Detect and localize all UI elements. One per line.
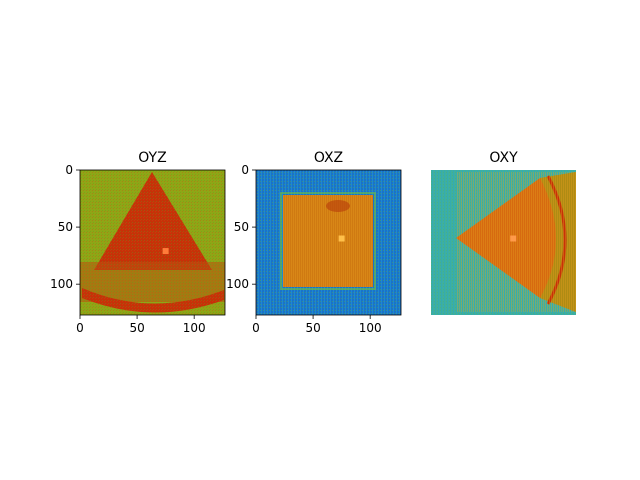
x-tick-label: 0: [252, 321, 260, 335]
x-tick-label: 50: [305, 321, 320, 335]
panel-title-oxy: OXY: [489, 150, 518, 166]
panel-title-oxz: OXZ: [314, 150, 343, 166]
heatmap-oyz: [80, 170, 225, 315]
panel-oyz: OYZ 0 50 100 0 50 100: [50, 150, 226, 335]
y-tick-label: 0: [65, 163, 73, 177]
heatmap-marker: [162, 248, 169, 255]
heatmap-cone-texture: [456, 172, 576, 312]
axis-ticks-oyz: 0 50 100 0 50 100: [50, 163, 206, 335]
heatmap-marker: [510, 235, 517, 242]
heatmap-square-edge: [280, 192, 376, 290]
y-tick-label: 50: [58, 220, 73, 234]
x-tick-label: 100: [183, 321, 206, 335]
y-tick-label: 100: [50, 277, 73, 291]
heatmap-marker: [338, 235, 345, 242]
axes-frame: [255, 169, 402, 316]
panel-oxz: OXZ 0 50 100 0 50 100: [226, 150, 402, 335]
heatmap-oxy: [431, 170, 576, 315]
x-tick-label: 100: [359, 321, 382, 335]
heatmap-blob: [326, 200, 350, 212]
panel-title-oyz: OYZ: [138, 150, 166, 166]
heatmap-oxz: [256, 170, 401, 315]
y-tick-label: 50: [234, 220, 249, 234]
x-tick-label: 0: [76, 321, 84, 335]
axis-ticks-oxz: 0 50 100 0 50 100: [226, 163, 382, 335]
y-tick-label: 100: [226, 277, 249, 291]
panel-oxy: OXY: [431, 150, 576, 315]
heatmap-square-texture: [283, 195, 373, 287]
y-tick-label: 0: [241, 163, 249, 177]
axes-frame: [79, 169, 226, 316]
x-tick-label: 50: [129, 321, 144, 335]
heatmap-texture: [80, 170, 225, 315]
